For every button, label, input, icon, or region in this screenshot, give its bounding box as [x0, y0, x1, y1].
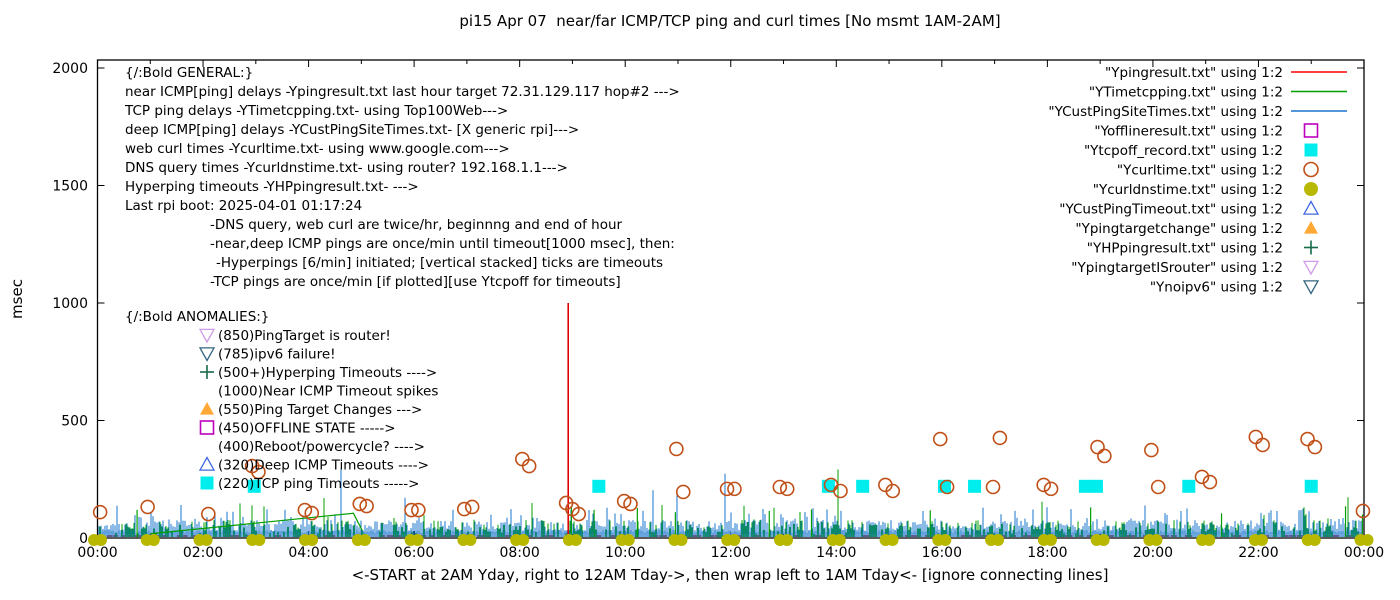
svg-text:(500+)Hyperping Timeouts ---->: (500+)Hyperping Timeouts ----> [218, 365, 437, 381]
svg-text:-TCP pings are once/min [if pl: -TCP pings are once/min [if plotted][use… [210, 274, 621, 290]
svg-text:(550)Ping Target Changes --->: (550)Ping Target Changes ---> [218, 402, 422, 418]
legend: "Ypingresult.txt" using 1:2 "YTimetcpping… [1048, 65, 1347, 296]
latency-noise-band [98, 469, 1362, 537]
svg-text:Last rpi boot: 2025-04-01 01:1: Last rpi boot: 2025-04-01 01:17:24 [125, 198, 362, 214]
svg-text:-near,deep ICMP pings are once: -near,deep ICMP pings are once/min until… [210, 236, 675, 252]
svg-text:"Ynoipv6" using 1:2: "Ynoipv6" using 1:2 [1150, 280, 1283, 296]
svg-text:02:00: 02:00 [183, 545, 223, 561]
svg-text:"Ypingresult.txt" using 1:2: "Ypingresult.txt" using 1:2 [1105, 65, 1283, 81]
svg-text:"Ytcpoff_record.txt" using 1:2: "Ytcpoff_record.txt" using 1:2 [1084, 143, 1283, 159]
dns-time-points [88, 534, 1374, 546]
svg-text:(320)Deep ICMP Timeouts ---->: (320)Deep ICMP Timeouts ----> [218, 458, 429, 474]
svg-text:(785)ipv6 failure!: (785)ipv6 failure! [218, 347, 336, 363]
svg-text:20:00: 20:00 [1133, 545, 1173, 561]
svg-text:"Ypingtargetchange" using 1:2: "Ypingtargetchange" using 1:2 [1075, 221, 1283, 237]
svg-text:{/:Bold ANOMALIES:}: {/:Bold ANOMALIES:} [125, 309, 269, 325]
svg-text:{/:Bold GENERAL:}: {/:Bold GENERAL:} [125, 65, 253, 81]
svg-text:500: 500 [61, 414, 88, 430]
svg-text:(1000)Near ICMP Timeout spikes: (1000)Near ICMP Timeout spikes [218, 384, 438, 400]
svg-text:22:00: 22:00 [1238, 545, 1278, 561]
svg-text:"YHPpingresult.txt" using 1:2: "YHPpingresult.txt" using 1:2 [1087, 241, 1283, 257]
svg-text:1500: 1500 [52, 179, 88, 195]
svg-text:16:00: 16:00 [922, 545, 962, 561]
svg-text:0: 0 [79, 531, 88, 547]
svg-text:00:00: 00:00 [1344, 545, 1384, 561]
svg-text:DNS query times -Ycurldnstime.: DNS query times -Ycurldnstime.txt- using… [125, 160, 568, 176]
svg-text:(220)TCP ping Timeouts ----->: (220)TCP ping Timeouts -----> [218, 476, 420, 492]
chart-title: pi15 Apr 07 near/far ICMP/TCP ping and c… [459, 12, 1001, 30]
svg-text:"Ycurldnstime.txt" using 1:2: "Ycurldnstime.txt" using 1:2 [1093, 182, 1283, 198]
svg-text:14:00: 14:00 [816, 545, 856, 561]
svg-text:(400)Reboot/powercycle? ---->: (400)Reboot/powercycle? ----> [218, 439, 425, 455]
anomalies-annotations: {/:Bold ANOMALIES:} (850)PingTarget is ro… [125, 309, 438, 492]
tcp-ping-spikes [136, 506, 1364, 537]
svg-text:near ICMP[ping] delays -Ypingr: near ICMP[ping] delays -Ypingresult.txt … [125, 84, 680, 100]
svg-text:"YCustPingSiteTimes.txt" using: "YCustPingSiteTimes.txt" using 1:2 [1048, 104, 1283, 120]
svg-text:12:00: 12:00 [711, 545, 751, 561]
svg-text:04:00: 04:00 [288, 545, 328, 561]
curl-time-circles [92, 429, 1371, 522]
svg-text:"YTimetcpping.txt" using 1:2: "YTimetcpping.txt" using 1:2 [1089, 85, 1283, 101]
svg-text:1000: 1000 [52, 296, 88, 312]
svg-text:00:00: 00:00 [77, 545, 117, 561]
general-annotations: {/:Bold GENERAL:} near ICMP[ping] delays … [124, 65, 680, 290]
svg-text:TCP ping delays -YTimetcpping.: TCP ping delays -YTimetcpping.txt- using… [124, 103, 508, 119]
svg-text:"Ycurltime.txt" using 1:2: "Ycurltime.txt" using 1:2 [1117, 163, 1283, 179]
svg-text:web curl times -Ycurltime.txt-: web curl times -Ycurltime.txt- using www… [125, 141, 510, 157]
svg-text:08:00: 08:00 [499, 545, 539, 561]
svg-text:-Hyperpings [6/min] initiated;: -Hyperpings [6/min] initiated; [vertical… [216, 255, 663, 271]
svg-text:18:00: 18:00 [1027, 545, 1067, 561]
svg-text:(450)OFFLINE STATE ----->: (450)OFFLINE STATE -----> [218, 421, 396, 437]
svg-text:(850)PingTarget is router!: (850)PingTarget is router! [218, 328, 391, 344]
svg-text:"Yofflineresult.txt" using 1:2: "Yofflineresult.txt" using 1:2 [1094, 124, 1283, 140]
svg-text:2000: 2000 [52, 61, 88, 77]
svg-text:-DNS query, web curl are twice: -DNS query, web curl are twice/hr, begin… [210, 217, 623, 233]
svg-text:"YpingtargetISrouter" using 1:: "YpingtargetISrouter" using 1:2 [1071, 260, 1283, 276]
svg-text:deep ICMP[ping] delays -YCustP: deep ICMP[ping] delays -YCustPingSiteTim… [125, 122, 579, 138]
svg-text:06:00: 06:00 [394, 545, 434, 561]
svg-text:10:00: 10:00 [605, 545, 645, 561]
svg-text:"YCustPingTimeout.txt" using 1: "YCustPingTimeout.txt" using 1:2 [1059, 202, 1283, 218]
x-axis-label: <-START at 2AM Yday, right to 12AM Tday-… [351, 566, 1109, 584]
svg-text:Hyperping timeouts -YHPpingres: Hyperping timeouts -YHPpingresult.txt- -… [125, 179, 419, 195]
